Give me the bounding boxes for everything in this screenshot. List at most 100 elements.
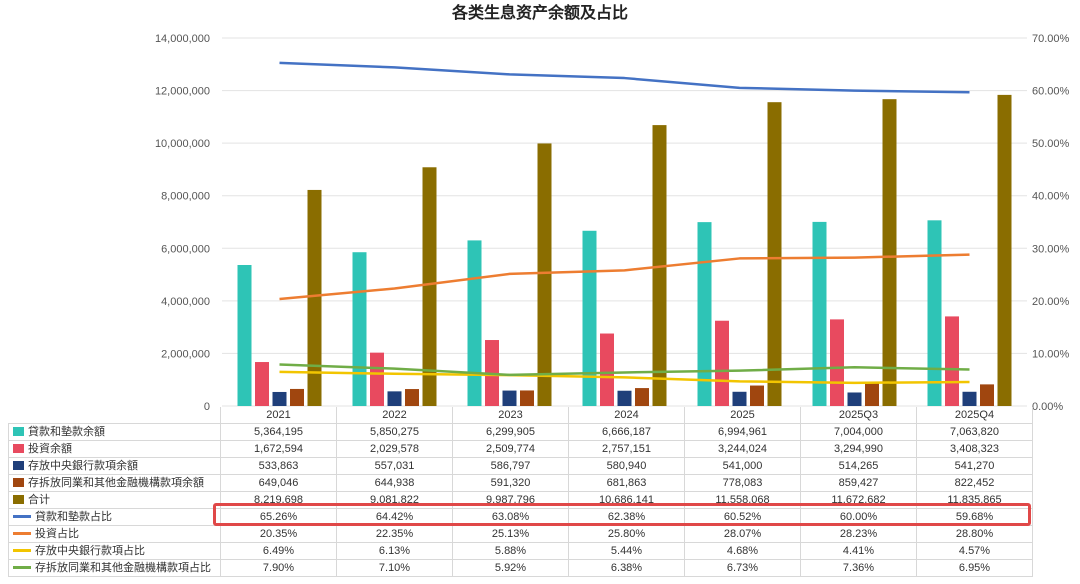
table-cell: 64.42% <box>336 508 453 526</box>
bar <box>927 220 942 406</box>
bar <box>537 143 552 406</box>
table-cell: 11,672,682 <box>800 491 917 509</box>
legend-swatch <box>13 549 31 553</box>
bar <box>882 99 897 406</box>
y2-tick-label: 30.00% <box>1032 243 1070 255</box>
category-label: 2025Q4 <box>916 407 1033 424</box>
y-tick-label: 14,000,000 <box>155 33 210 45</box>
series-label: 貸款和墊款占比 <box>8 508 221 526</box>
table-row: 存放中央銀行款項占比 6.49% 6.13% 5.88% 5.44% 4.68% 4.41%… <box>8 542 1033 560</box>
category-label: 2025 <box>684 407 801 424</box>
table-cell: 541,270 <box>916 457 1033 475</box>
series-label: 存拆放同業和其他金融機構款項余額 <box>8 474 221 492</box>
category-label: 2023 <box>452 407 569 424</box>
bar <box>422 167 437 406</box>
table-cell: 4.68% <box>684 542 801 560</box>
series-name: 存拆放同業和其他金融機構款項余額 <box>28 476 204 489</box>
table-cell: 6.73% <box>684 559 801 577</box>
table-cell: 60.00% <box>800 508 917 526</box>
table-cell: 644,938 <box>336 474 453 492</box>
table-cell: 681,863 <box>568 474 685 492</box>
series-label: 合计 <box>8 491 221 509</box>
series-label: 投資占比 <box>8 525 221 543</box>
legend-swatch <box>13 532 31 536</box>
bar <box>352 252 367 406</box>
bar <box>980 384 994 406</box>
y2-tick-label: 70.00% <box>1032 33 1070 45</box>
category-label: 2024 <box>568 407 685 424</box>
bar <box>750 385 764 406</box>
table-cell: 5.44% <box>568 542 685 560</box>
bar <box>830 319 844 406</box>
bar <box>387 391 402 406</box>
table-cell: 63.08% <box>452 508 569 526</box>
gridlines <box>222 37 1027 407</box>
table-cell: 5,850,275 <box>336 423 453 441</box>
table-cell: 6,666,187 <box>568 423 685 441</box>
table-cell: 28.23% <box>800 525 917 543</box>
table-cell: 533,863 <box>220 457 337 475</box>
series-name: 投資余額 <box>28 442 72 455</box>
table-cell: 7,004,000 <box>800 423 917 441</box>
bar <box>732 391 747 406</box>
table-row: 投資余額 1,672,594 2,029,578 2,509,774 2,757,151… <box>8 440 1033 458</box>
table-cell: 6,299,905 <box>452 423 569 441</box>
table-cell: 2,509,774 <box>452 440 569 458</box>
table-cell: 10,686,141 <box>568 491 685 509</box>
category-label: 2022 <box>336 407 453 424</box>
series-name: 存放中央銀行款項占比 <box>35 544 145 557</box>
table-row: 存拆放同業和其他金融機構款項余額 649,046 644,938 591,320 681… <box>8 474 1033 492</box>
series-line <box>279 253 970 301</box>
series-label: 存放中央銀行款項余額 <box>8 457 221 475</box>
table-cell: 8,219,698 <box>220 491 337 509</box>
table-cell: 1,672,594 <box>220 440 337 458</box>
series-name: 投資占比 <box>35 527 79 540</box>
data-table: 2021 2022 2023 2024 2025 2025Q3 2025Q4 貸款和墊款余額 5… <box>8 407 1033 577</box>
bar <box>997 94 1012 406</box>
table-cell: 4.57% <box>916 542 1033 560</box>
table-cell: 62.38% <box>568 508 685 526</box>
bar <box>255 362 269 406</box>
table-cell: 59.68% <box>916 508 1033 526</box>
series-line <box>279 370 970 385</box>
y-tick-label: 6,000,000 <box>161 243 210 255</box>
series-label: 存放中央銀行款項占比 <box>8 542 221 560</box>
table-cell: 6.13% <box>336 542 453 560</box>
table-cell: 778,083 <box>684 474 801 492</box>
series-name: 合计 <box>28 493 50 506</box>
bar <box>635 388 649 406</box>
series-name: 貸款和墊款余額 <box>28 425 105 438</box>
legend-swatch <box>13 461 24 471</box>
table-cell: 7.10% <box>336 559 453 577</box>
table-cell: 5.88% <box>452 542 569 560</box>
bar <box>502 390 517 406</box>
bar <box>715 320 729 406</box>
table-cell: 649,046 <box>220 474 337 492</box>
y2-tick-label: 10.00% <box>1032 348 1070 360</box>
table-cell: 859,427 <box>800 474 917 492</box>
table-corner <box>9 407 221 424</box>
series-name: 貸款和墊款占比 <box>35 510 112 523</box>
table-cell: 11,558,068 <box>684 491 801 509</box>
series-label: 存拆放同業和其他金融機構款項占比 <box>8 559 221 577</box>
category-label: 2025Q3 <box>800 407 917 424</box>
table-cell: 557,031 <box>336 457 453 475</box>
table-row: 貸款和墊款占比 65.26% 64.42% 63.08% 62.38% 60.52% 60.… <box>8 508 1033 526</box>
bar <box>767 102 782 406</box>
y-tick-label: 10,000,000 <box>155 138 210 150</box>
y-axis-right: 0.00% 10.00% 20.00% 30.00% 40.00% 50.00% 60.00… <box>1032 33 1070 413</box>
y-tick-label: 4,000,000 <box>161 296 210 308</box>
bar <box>697 222 712 406</box>
bar <box>467 240 482 406</box>
table-cell: 2,757,151 <box>568 440 685 458</box>
bar <box>290 388 304 406</box>
table-cell: 60.52% <box>684 508 801 526</box>
table-cell: 3,294,990 <box>800 440 917 458</box>
bar <box>847 392 862 406</box>
bar <box>617 390 632 406</box>
legend-swatch <box>13 495 24 505</box>
y-tick-label: 2,000,000 <box>161 348 210 360</box>
y-tick-label: 12,000,000 <box>155 86 210 98</box>
table-cell: 6.49% <box>220 542 337 560</box>
bar <box>307 189 322 406</box>
